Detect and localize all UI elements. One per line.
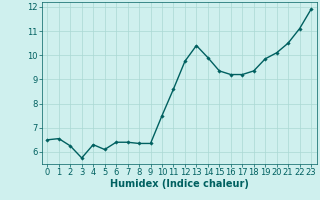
X-axis label: Humidex (Indice chaleur): Humidex (Indice chaleur) <box>110 179 249 189</box>
